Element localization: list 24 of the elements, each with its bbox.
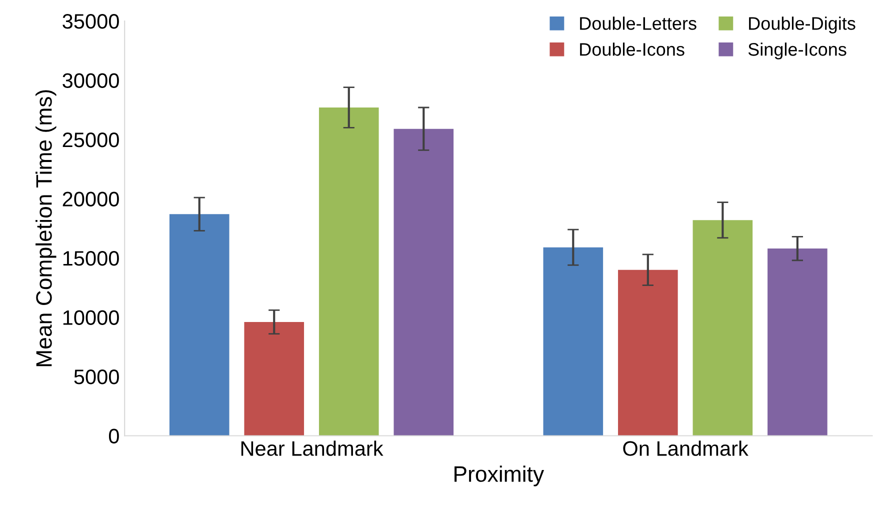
bar (618, 270, 678, 436)
y-tick-label: 5000 (74, 370, 119, 384)
x-tick-label: On Landmark (623, 440, 748, 456)
legend-label: Double-Digits (749, 16, 856, 34)
y-tick-label: 25000 (62, 132, 119, 148)
legend-label: Double-Icons (580, 42, 684, 56)
legend-label: Single-Icons (748, 42, 846, 60)
y-tick-label: 0 (108, 428, 119, 444)
x-tick-label: Near Landmark (241, 440, 384, 456)
bar (394, 128, 454, 436)
y-axis-title: Mean Completion Time (ms) (36, 90, 56, 366)
bar (318, 108, 379, 436)
bar (169, 214, 230, 436)
y-tick-label: 30000 (62, 73, 119, 88)
bar (692, 220, 753, 436)
y-tick-label: 10000 (63, 310, 119, 326)
y-tick-label: 35000 (62, 14, 119, 29)
bar (244, 322, 304, 436)
bar (768, 248, 828, 436)
bar (543, 247, 604, 436)
y-tick-label: 15000 (63, 251, 119, 266)
legend-label: Double-Letters (580, 16, 696, 30)
y-tick-label: 20000 (62, 192, 119, 207)
x-axis-title: Proximity (454, 466, 544, 486)
